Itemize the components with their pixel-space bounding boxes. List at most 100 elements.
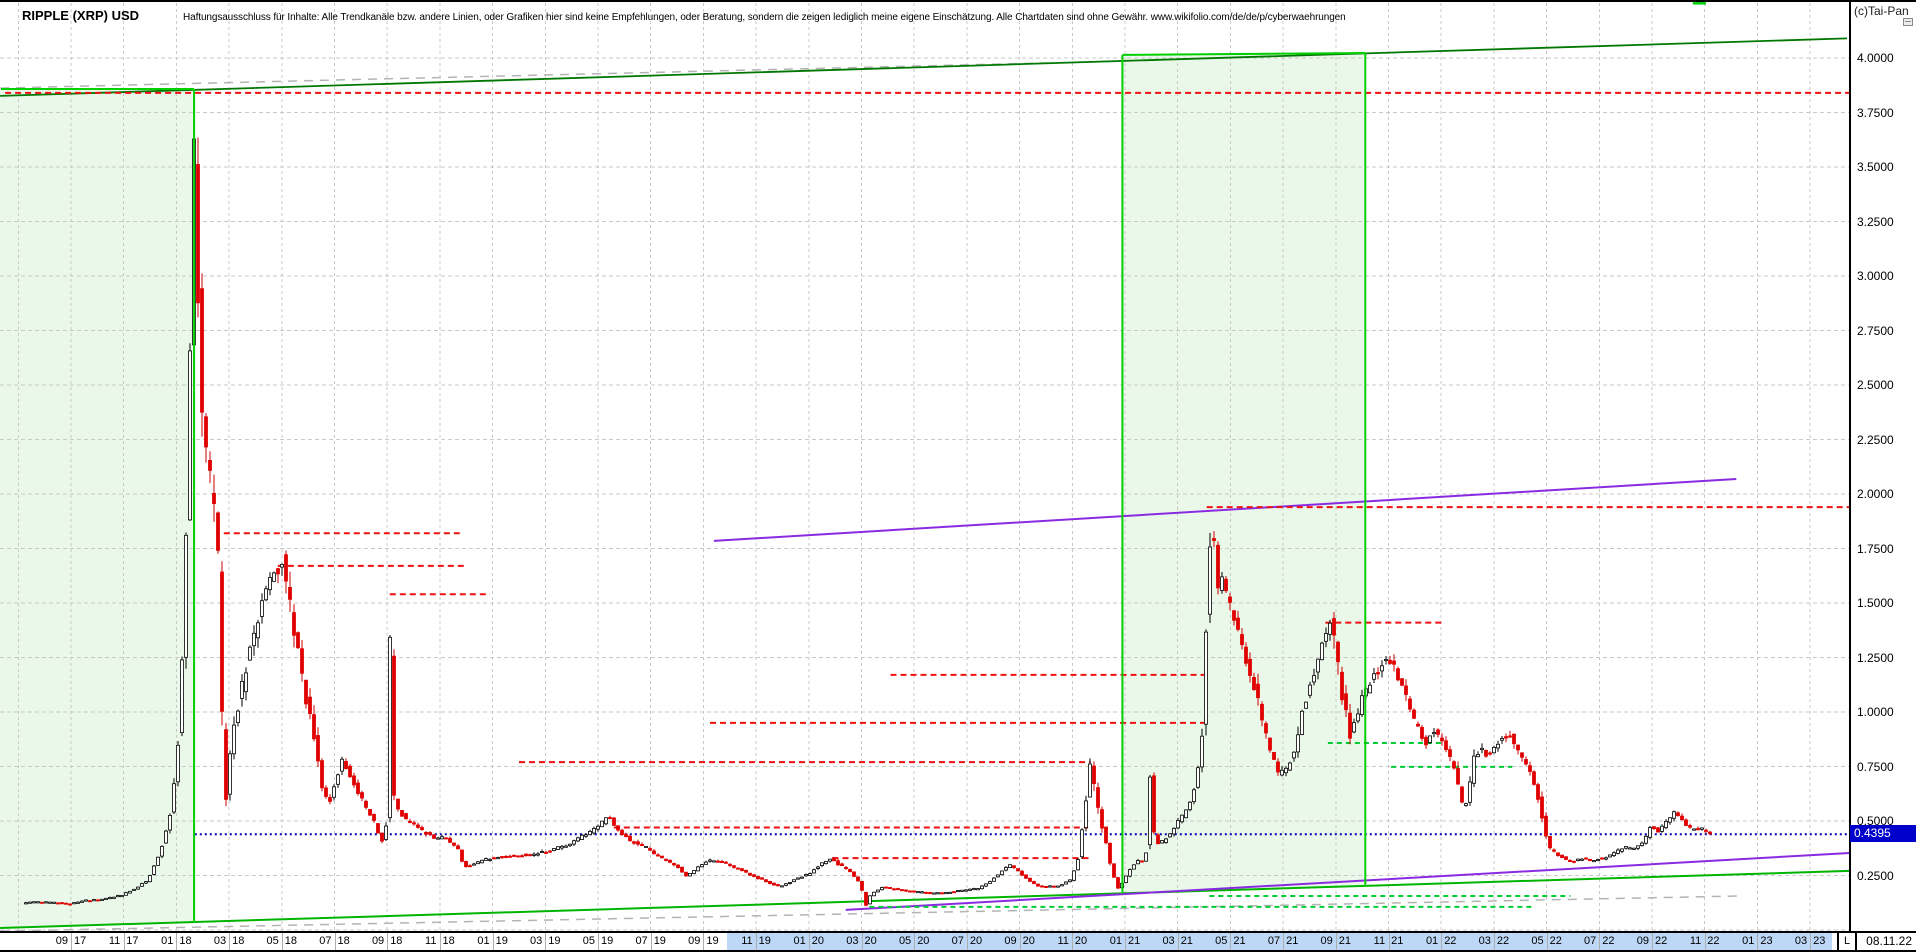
x-axis-tick [492,933,494,950]
x-axis-tick [334,933,336,950]
x-axis-tick [545,933,547,950]
x-axis-label: 09 18 [371,935,403,947]
x-axis-label: 03 21 [1162,935,1193,947]
x-axis-tick [914,933,916,950]
x-axis-label: 11 18 [425,935,455,947]
x-axis-label: 05 18 [266,935,298,947]
purple-trend-channel [713,478,1850,911]
y-axis-label: 1.7500 [1857,541,1894,556]
window-collapse-icon[interactable] [1903,18,1913,26]
x-axis-label: 03 19 [530,935,561,947]
x-axis-label: 03 18 [213,935,245,947]
x-axis-label: 01 22 [1425,935,1457,947]
x-axis-line [0,931,1916,933]
y-axis-label: 1.0000 [1857,705,1894,719]
x-axis-label: 09 20 [1004,935,1035,947]
x-axis-label: 11 22 [1689,935,1720,947]
y-axis-label: 0.7500 [1857,759,1894,774]
x-axis-tick [808,933,810,950]
y-axis-label: 1.5000 [1857,596,1894,610]
x-axis-tick [229,933,231,950]
x-axis-tick [1019,933,1021,950]
window-bottom-border [0,950,1916,952]
x-axis-tick [703,933,705,950]
green-band-edges [1,2,1706,922]
y-axis-label: 0.5000 [1857,814,1894,828]
x-axis-label: 07 21 [1267,935,1299,947]
y-axis-line [1849,1,1851,951]
y-axis-label: 3.0000 [1857,269,1894,283]
x-axis-label: 11 17 [108,935,139,947]
x-axis-label: 09 21 [1320,935,1352,947]
x-axis-tick [439,933,441,950]
last-session-date: 08.11.22 [1866,934,1912,948]
x-axis-label: 01 23 [1742,935,1773,947]
x-axis-label: 03 20 [846,935,877,947]
x-axis-tick [1652,933,1653,950]
x-axis-label: 11 19 [741,935,771,947]
x-axis-tick [1441,933,1443,950]
x-axis-label: 05 20 [898,935,930,947]
x-axis-label: 09 22 [1636,935,1668,947]
y-axis-label: 4.0000 [1857,51,1894,65]
x-axis-label: 05 21 [1215,935,1246,947]
green-bands [0,52,1366,929]
y-axis-label: 2.7500 [1857,323,1894,338]
x-axis-tick [966,933,968,950]
current-price-badge: 0.4395 [1850,825,1916,842]
status-divider-2 [1855,933,1857,950]
x-axis-tick [1388,933,1390,950]
x-axis-tick [861,933,863,950]
x-axis-band: 09 17 11 17 01 18 03 18 05 18 07 18 09 18 11 18 01 19 03 19… [0,933,1916,950]
y-axis-label: 2.2500 [1857,432,1894,447]
y-axis-label: 3.5000 [1857,160,1894,174]
x-axis-label: 03 23 [1794,935,1826,947]
x-axis-tick [1283,933,1285,950]
x-axis-label: 07 22 [1584,935,1615,947]
x-axis-tick [1599,933,1601,950]
x-axis-label: 01 19 [477,935,508,947]
y-axis-label: 1.2500 [1857,650,1894,665]
x-axis-tick [1125,933,1126,950]
x-axis-tick [1335,933,1337,950]
green-trend-channel [0,37,1850,929]
x-axis-tick [1546,933,1548,950]
x-axis-label: 05 22 [1531,935,1562,947]
x-axis-label: 01 21 [1109,935,1141,947]
x-axis-label: 01 18 [161,935,192,947]
gray-dashed-trendlines [0,60,1740,932]
x-axis-label: 11 21 [1373,935,1404,947]
y-axis-label: 0.2500 [1857,868,1894,883]
green-support-levels [869,742,1571,908]
x-axis-label: 09 17 [55,935,87,947]
x-axis-label: 11 20 [1057,935,1088,947]
x-axis-tick [1810,933,1812,950]
x-axis-tick [387,933,389,950]
period-letter[interactable]: L [1843,935,1851,947]
x-axis-tick [650,933,652,950]
x-axis-tick [176,933,178,950]
x-axis-tick [1177,933,1179,950]
x-axis-tick [281,933,283,950]
x-axis-tick [71,933,72,950]
candles-layer [24,123,1712,907]
x-axis-tick [1230,933,1232,950]
x-axis-label: 01 20 [793,935,825,947]
status-divider [1837,933,1839,950]
y-axis-label: 2.0000 [1857,487,1894,501]
x-axis-selected-range [727,933,1833,950]
x-axis-tick [1704,933,1706,950]
x-axis-tick [123,933,125,950]
x-axis-tick [1072,933,1074,950]
x-axis-label: 09 19 [688,935,719,947]
x-axis-tick [756,933,758,950]
x-axis-tick [1757,933,1759,950]
x-axis-tick [1493,933,1495,950]
x-axis-label: 03 22 [1478,935,1510,947]
window-top-border [0,0,1916,2]
x-axis-tick [598,933,599,950]
x-axis-label: 05 19 [582,935,614,947]
y-axis-label: 3.7500 [1857,105,1894,120]
